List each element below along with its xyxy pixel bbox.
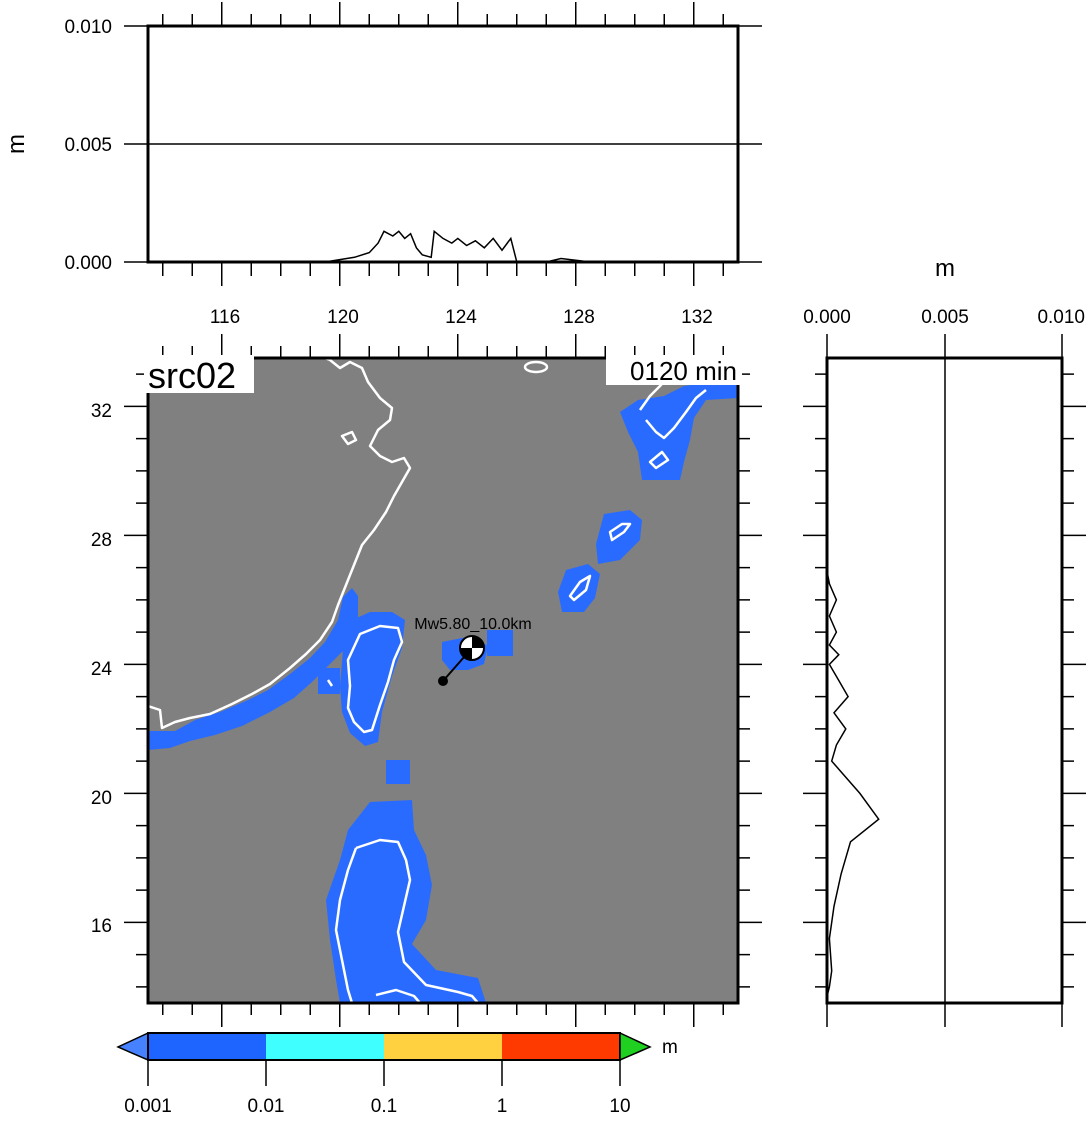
okinawa-coastline (568, 574, 592, 602)
side-profile-panel: m 0.000 0.005 0.010 (803, 255, 1086, 1027)
event-label: Mw5.80_10.0km (414, 616, 531, 633)
top-profile-ticks (162, 2, 724, 286)
lon-tick-132: 132 (681, 307, 713, 328)
side-xtick-0000: 0.000 (803, 307, 851, 328)
taiwan-coastline (346, 624, 404, 734)
colorbar-seg-0 (148, 1033, 266, 1060)
beachball-compression-quadrant-a (472, 636, 484, 648)
jeju-coastline (523, 360, 549, 374)
epicenter-marker (438, 635, 485, 686)
batanes-wave-zone (386, 760, 410, 784)
colorbar-tick-1: 1 (497, 1096, 508, 1117)
lon-tick-124: 124 (445, 307, 477, 328)
top-ytick-0000: 0.000 (64, 253, 112, 274)
lat-tick-28: 28 (91, 530, 112, 551)
lat-tick-labels: 32 28 24 20 16 (91, 401, 113, 937)
top-ytick-0005: 0.005 (64, 135, 112, 156)
zhoushan-coastline (340, 430, 358, 446)
lon-tick-116: 116 (210, 307, 240, 328)
map-panel: src02 0120 min Mw5.80_10.0km 32 28 24 20… (91, 334, 762, 1027)
lon-tick-128: 128 (563, 307, 595, 328)
kyushu-wave-zone (620, 384, 738, 480)
lon-tick-120: 120 (327, 307, 359, 328)
colorbar-under-arrow (116, 1031, 149, 1062)
side-profile-line (826, 570, 880, 997)
lat-tick-20: 20 (91, 788, 112, 809)
colorbar-tick-001: 0.01 (248, 1096, 285, 1117)
lon-tick-labels: 116 120 124 128 132 (210, 307, 713, 328)
beachball-compression-quadrant-b (460, 648, 472, 660)
map-title-box (144, 355, 254, 393)
map-frame (146, 356, 740, 1005)
lat-tick-24: 24 (91, 659, 113, 680)
colorbar-tick-01: 0.1 (371, 1096, 397, 1117)
colorbar-seg-1 (266, 1033, 384, 1060)
tanegashima-coastline (648, 450, 670, 470)
side-xtick-0010: 0.010 (1037, 307, 1085, 328)
top-profile-trace (148, 229, 738, 262)
side-xtick-0005: 0.005 (921, 307, 969, 328)
china-coastline (148, 358, 412, 730)
epicenter-dot (438, 676, 448, 686)
colorbar-unit: m (662, 1037, 678, 1058)
side-profile-ticks (803, 373, 1086, 988)
colorbar: m 0.001 0.01 0.1 1 10 (116, 1031, 678, 1117)
lat-tick-16: 16 (91, 916, 112, 937)
top-profile-panel: 0.010 0.005 0.000 m 116 120 124 128 132 (3, 2, 762, 328)
side-xlabel: m (935, 255, 955, 282)
top-ytick-0010: 0.010 (64, 17, 112, 38)
colorbar-tick-10: 10 (609, 1096, 630, 1117)
kyushu-south-coastline (645, 389, 707, 440)
coastlines (148, 358, 707, 1003)
top-profile-line (148, 229, 738, 262)
time-label-box (606, 355, 742, 385)
map-title: src02 (148, 355, 236, 396)
luzon-inner-coastline (375, 988, 421, 1003)
colorbar-over-arrow (619, 1031, 652, 1062)
time-label: 0120 min (630, 356, 737, 386)
china-coast-wave-zone (148, 588, 358, 750)
colorbar-tick-0001: 0.001 (124, 1096, 172, 1117)
taiwan-wave-zone (340, 612, 405, 746)
luzon-coastline (334, 838, 479, 1003)
top-ylabel: m (3, 134, 30, 154)
amami-coastline (608, 522, 632, 542)
colorbar-ticks (147, 1060, 621, 1086)
ishigaki-wave-zone (487, 630, 513, 656)
colorbar-seg-3 (502, 1033, 620, 1060)
colorbar-seg-2 (384, 1033, 502, 1060)
lat-tick-32: 32 (91, 401, 112, 422)
penghu-coastline (326, 679, 334, 687)
